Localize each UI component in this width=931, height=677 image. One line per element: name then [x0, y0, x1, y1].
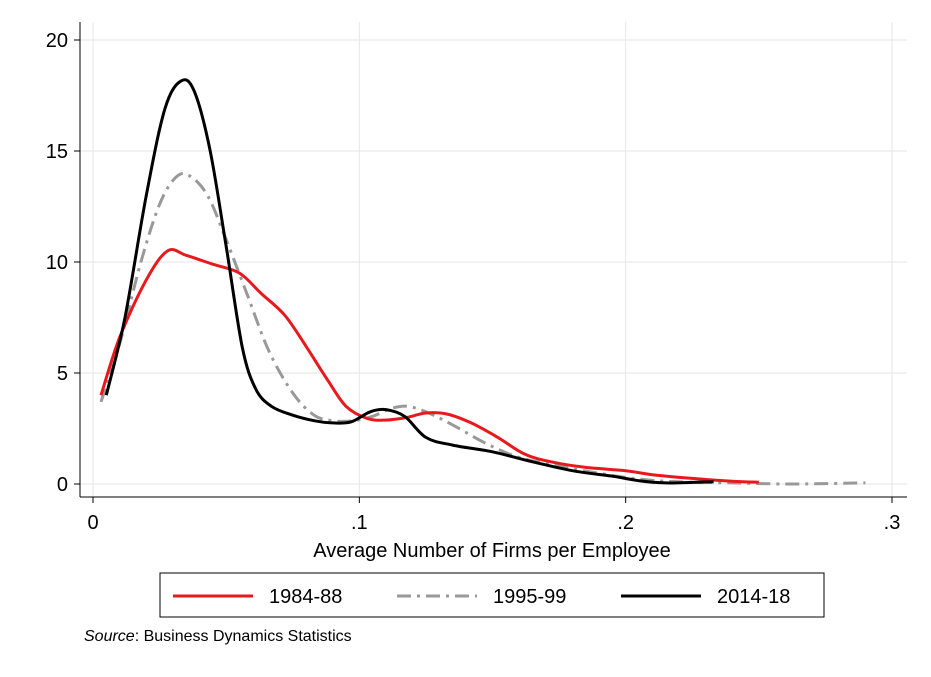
- series-lines: [99, 78, 866, 486]
- grid-lines: [80, 22, 907, 497]
- y-tick-label: 10: [46, 252, 68, 274]
- series-line-2014-18: [104, 78, 714, 485]
- legend-label-1984-88: 1984-88: [269, 586, 342, 608]
- x-tick-label: .3: [884, 512, 901, 534]
- x-tick-label: .1: [351, 512, 368, 534]
- source-note: Source: Business Dynamics Statistics: [84, 628, 352, 646]
- y-tick-label: 0: [57, 474, 68, 496]
- legend-label-1995-99: 1995-99: [493, 586, 566, 608]
- x-tick-label: 0: [87, 512, 98, 534]
- legend-box: [159, 572, 825, 618]
- y-tick-label: 20: [46, 30, 68, 52]
- x-axis-title: Average Number of Firms per Employee: [313, 540, 671, 562]
- source-label: Source: [84, 628, 135, 645]
- axes: 0 5 10 15 20 0 .1 .2 .3: [46, 22, 907, 534]
- source-text: : Business Dynamics Statistics: [134, 628, 352, 645]
- x-tick-label: .2: [617, 512, 634, 534]
- y-tick-label: 5: [57, 363, 68, 385]
- legend: 1984-88 1995-99 2014-18: [159, 572, 825, 618]
- y-tick-label: 15: [46, 141, 68, 163]
- series-line-1995-99: [99, 172, 866, 486]
- legend-label-2014-18: 2014-18: [717, 586, 790, 608]
- series-line-1984-88: [99, 248, 759, 484]
